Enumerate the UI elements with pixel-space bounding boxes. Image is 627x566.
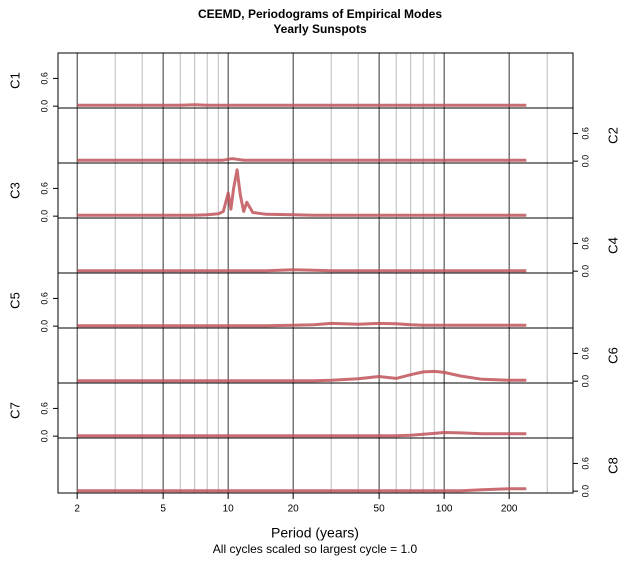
x-tick-label: 10 [223, 504, 235, 515]
panel-frame [57, 272, 574, 329]
x-tick-label: 100 [436, 504, 453, 515]
y-tick-label: 0.6 [580, 127, 590, 140]
y-tick-label: 0.6 [39, 292, 49, 305]
panel-label: C2 [605, 127, 620, 144]
chart-subtitle: Yearly Sunspots [273, 22, 367, 36]
panel-frame [57, 107, 574, 164]
y-tick-label: 0.0 [580, 155, 590, 168]
x-axis-label: Period (years) [271, 525, 359, 541]
x-tick-label: 200 [501, 504, 518, 515]
y-tick-label: 0.0 [39, 320, 49, 333]
y-tick-label: 0.0 [580, 485, 590, 498]
panel-label: C1 [7, 72, 22, 89]
panel-frame [57, 52, 574, 109]
series-line [77, 487, 527, 493]
x-tick-label: 20 [288, 504, 300, 515]
series-line [77, 431, 527, 438]
x-tick-label: 2 [74, 504, 80, 515]
y-tick-label: 0.6 [39, 72, 49, 85]
panel-label: C8 [605, 457, 620, 474]
series-line [77, 157, 527, 162]
y-tick-label: 0.6 [580, 237, 590, 250]
panel-label: C4 [605, 237, 620, 254]
panel-frame [57, 217, 574, 274]
panel-frame [57, 162, 574, 219]
y-tick-label: 0.0 [39, 100, 49, 113]
caption: All cycles scaled so largest cycle = 1.0 [213, 542, 418, 556]
panel-frame [57, 437, 574, 494]
y-tick-label: 0.6 [39, 182, 49, 195]
y-tick-label: 0.0 [580, 375, 590, 388]
y-tick-label: 0.0 [580, 265, 590, 278]
x-tick-label: 50 [374, 504, 386, 515]
panel-frame [57, 382, 574, 439]
y-tick-label: 0.0 [39, 430, 49, 443]
y-tick-label: 0.6 [580, 457, 590, 470]
panel-label: C5 [7, 292, 22, 309]
y-tick-label: 0.6 [580, 347, 590, 360]
x-tick-label: 5 [160, 504, 166, 515]
chart-title: CEEMD, Periodograms of Empirical Modes [198, 7, 442, 21]
panel-label: C3 [7, 182, 22, 199]
panel-frame [57, 327, 574, 384]
series-line [77, 321, 527, 328]
panel-label: C6 [605, 347, 620, 364]
y-tick-label: 0.0 [39, 210, 49, 223]
series-line [77, 268, 527, 273]
panel-label: C7 [7, 402, 22, 419]
series-line [77, 369, 527, 383]
series-line [77, 168, 527, 217]
y-tick-label: 0.6 [39, 402, 49, 415]
